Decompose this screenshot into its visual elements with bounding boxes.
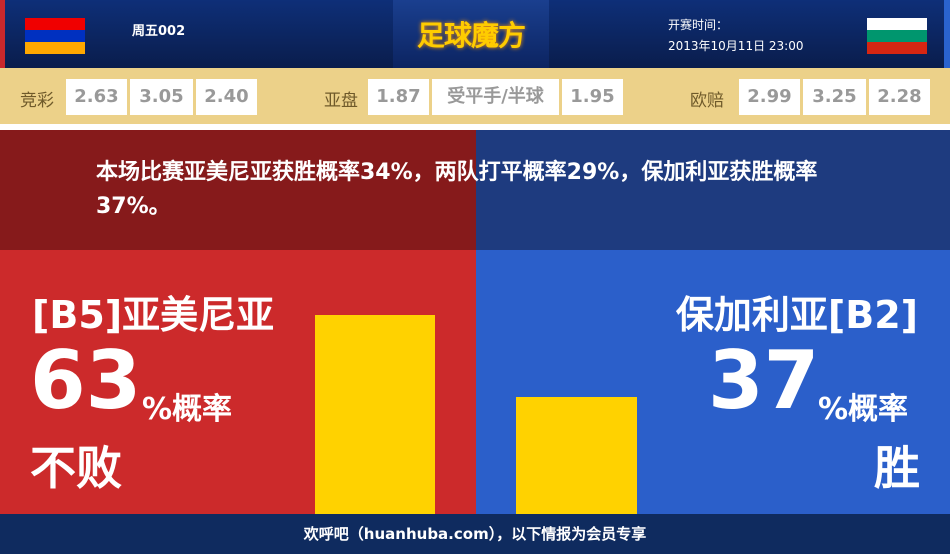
flag-stripe xyxy=(25,30,85,42)
match-code: 周五002 xyxy=(132,24,186,39)
odds-value: 1.95 xyxy=(562,79,623,115)
handicap-value: 受平手/半球 xyxy=(432,79,559,115)
ouzhou-label: 欧赔 xyxy=(690,91,724,111)
flag-stripe xyxy=(25,42,85,54)
away-outcome: 胜 xyxy=(874,441,920,495)
home-probability-bar xyxy=(315,315,435,514)
away-probability-bar xyxy=(516,397,637,514)
odds-value: 3.05 xyxy=(130,79,193,115)
away-percent-unit: %概率 xyxy=(818,392,909,427)
edge-decoration xyxy=(944,0,950,68)
summary-panel-right xyxy=(476,130,950,250)
away-percent: 37 xyxy=(708,334,820,427)
odds-value: 2.28 xyxy=(869,79,930,115)
logo: 足球魔方 xyxy=(416,19,526,52)
kickoff-label: 开赛时间： xyxy=(668,18,729,32)
home-outcome: 不败 xyxy=(30,441,122,495)
home-flag-icon xyxy=(25,18,85,54)
odds-value: 1.87 xyxy=(368,79,429,115)
odds-value: 3.25 xyxy=(803,79,866,115)
match-header: 周五002 足球魔方 开赛时间： 2013年10月11日 23:00 xyxy=(0,0,950,68)
odds-value: 2.40 xyxy=(196,79,257,115)
kickoff-time: 2013年10月11日 23:00 xyxy=(668,39,804,53)
odds-value: 2.99 xyxy=(739,79,800,115)
logo-panel: 足球魔方 xyxy=(393,0,549,68)
flag-stripe xyxy=(25,18,85,30)
away-team-name: 保加利亚[B2] xyxy=(675,293,918,337)
flag-stripe xyxy=(867,18,927,30)
summary-text: 本场比赛亚美尼亚获胜概率34%，两队打平概率29%，保加利亚获胜概率37%。 xyxy=(96,160,818,219)
summary-panel-left xyxy=(0,130,476,250)
odds-bar: 竞彩 2.63 3.05 2.40 亚盘 1.87 受平手/半球 1.95 欧赔… xyxy=(0,68,950,124)
home-percent: 63 xyxy=(30,334,142,427)
flag-stripe xyxy=(867,42,927,54)
home-percent-unit: %概率 xyxy=(142,392,233,427)
member-notice: 欢呼吧（huanhuba.com），以下情报为会员专享 xyxy=(0,514,950,554)
jingcai-label: 竞彩 xyxy=(20,91,54,111)
flag-stripe xyxy=(867,30,927,42)
edge-decoration xyxy=(0,0,5,68)
yapan-label: 亚盘 xyxy=(324,91,358,111)
home-team-name: [B5]亚美尼亚 xyxy=(32,293,275,337)
odds-value: 2.63 xyxy=(66,79,127,115)
away-flag-icon xyxy=(867,18,927,54)
